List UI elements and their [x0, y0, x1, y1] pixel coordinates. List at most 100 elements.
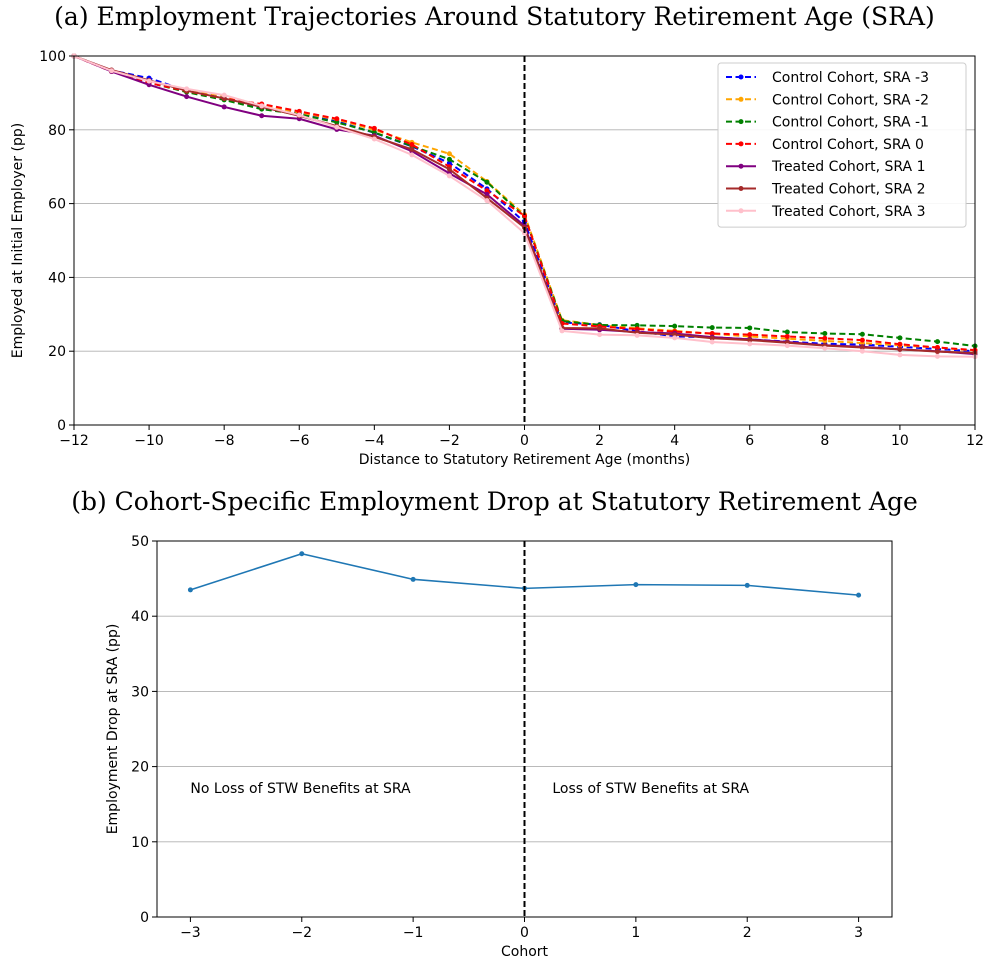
data-point: [897, 352, 903, 358]
data-point: [371, 136, 377, 142]
data-point: [784, 343, 790, 349]
y-tick-label: 40: [48, 270, 66, 286]
data-point: [672, 335, 678, 341]
data-point: [747, 337, 753, 343]
x-tick-label: 8: [820, 433, 829, 449]
legend-label: Treated Cohort, SRA 2: [771, 182, 925, 198]
x-tick-label: 4: [670, 433, 679, 449]
data-point: [784, 329, 790, 335]
x-tick-label: 10: [891, 433, 909, 449]
data-point: [410, 576, 416, 582]
data-point: [784, 333, 790, 339]
x-tick-label: −10: [134, 433, 164, 449]
data-point: [859, 331, 865, 337]
data-point: [484, 179, 490, 185]
data-point: [822, 335, 828, 341]
data-point: [371, 125, 377, 131]
data-point: [334, 119, 340, 125]
data-point: [822, 330, 828, 336]
data-point: [187, 587, 193, 593]
data-point: [633, 582, 639, 588]
y-tick-label: 100: [39, 49, 66, 65]
data-point: [109, 68, 115, 74]
legend-marker: [738, 163, 744, 169]
x-axis-label: Cohort: [501, 944, 549, 960]
data-point: [334, 116, 340, 122]
data-point: [409, 152, 415, 158]
data-point: [747, 341, 753, 347]
legend-label: Treated Cohort, SRA 1: [771, 159, 925, 175]
data-point: [597, 332, 603, 338]
data-point: [634, 332, 640, 338]
data-point: [299, 551, 305, 557]
data-point: [484, 198, 490, 204]
chart-b-title: (b) Cohort-Specific Employment Drop at S…: [71, 487, 918, 516]
data-point: [184, 86, 190, 92]
data-point: [446, 166, 452, 172]
x-tick-label: 2: [743, 925, 752, 941]
y-tick-label: 40: [131, 609, 149, 625]
data-point: [522, 230, 527, 236]
x-tick-label: 12: [966, 433, 984, 449]
data-point: [409, 142, 415, 148]
data-point: [856, 592, 862, 598]
x-tick-label: 2: [595, 433, 604, 449]
data-point: [146, 78, 152, 84]
x-tick-label: −4: [364, 433, 385, 449]
x-tick-label: 6: [745, 433, 754, 449]
data-point: [484, 191, 490, 197]
y-tick-label: 0: [57, 418, 66, 434]
y-tick-label: 50: [131, 534, 149, 550]
x-tick-label: −2: [291, 925, 312, 941]
x-tick-label: −8: [214, 433, 235, 449]
y-tick-label: 60: [48, 197, 66, 213]
data-point: [446, 173, 452, 179]
data-point: [296, 108, 302, 114]
data-point: [897, 335, 903, 341]
data-point: [934, 345, 940, 351]
legend-marker: [738, 141, 744, 147]
y-axis-label: Employed at Initial Employer (pp): [10, 123, 26, 358]
legend-label: Control Cohort, SRA -3: [772, 70, 929, 86]
annotation-text: Loss of STW Benefits at SRA: [552, 781, 749, 797]
data-point: [709, 330, 715, 336]
data-point: [597, 325, 603, 331]
legend-label: Control Cohort, SRA -2: [772, 92, 929, 108]
y-axis-label: Employment Drop at SRA (pp): [105, 624, 121, 835]
legend-box: [717, 62, 967, 228]
data-point: [522, 213, 527, 219]
x-tick-label: 0: [520, 433, 529, 449]
data-point: [897, 346, 903, 352]
data-point: [259, 113, 265, 119]
data-point: [559, 328, 565, 334]
data-point: [747, 325, 753, 331]
data-point: [484, 188, 490, 194]
data-point: [446, 151, 452, 157]
data-point: [859, 345, 865, 351]
data-point: [897, 341, 903, 347]
legend-label: Control Cohort, SRA -1: [772, 115, 929, 131]
x-tick-label: −3: [180, 925, 201, 941]
chart-a: −12 −10 −8 −6 −4 −2 0 2 4 6 8 10 12 0 20 40 60 80 100 Dista…: [10, 49, 984, 468]
x-tick-label: −12: [59, 433, 89, 449]
legend-label: Treated Cohort, SRA 3: [771, 204, 925, 220]
legend-marker: [738, 74, 744, 80]
legend-marker: [738, 186, 744, 191]
y-tick-label: 20: [48, 344, 66, 360]
data-point: [446, 160, 452, 166]
data-point: [934, 339, 940, 345]
x-tick-label: 1: [631, 925, 640, 941]
data-point: [409, 146, 415, 152]
data-point: [334, 124, 340, 130]
annotation-text: No Loss of STW Benefits at SRA: [190, 781, 411, 797]
data-point: [709, 335, 715, 341]
y-tick-label: 20: [131, 760, 149, 776]
data-point: [672, 323, 678, 329]
x-tick-label: 3: [854, 925, 863, 941]
data-point: [184, 94, 190, 100]
data-point: [747, 332, 753, 338]
data-point: [296, 112, 302, 118]
y-tick-label: 10: [131, 835, 149, 851]
y-tick-label: 80: [48, 123, 66, 139]
legend-marker: [738, 96, 744, 102]
